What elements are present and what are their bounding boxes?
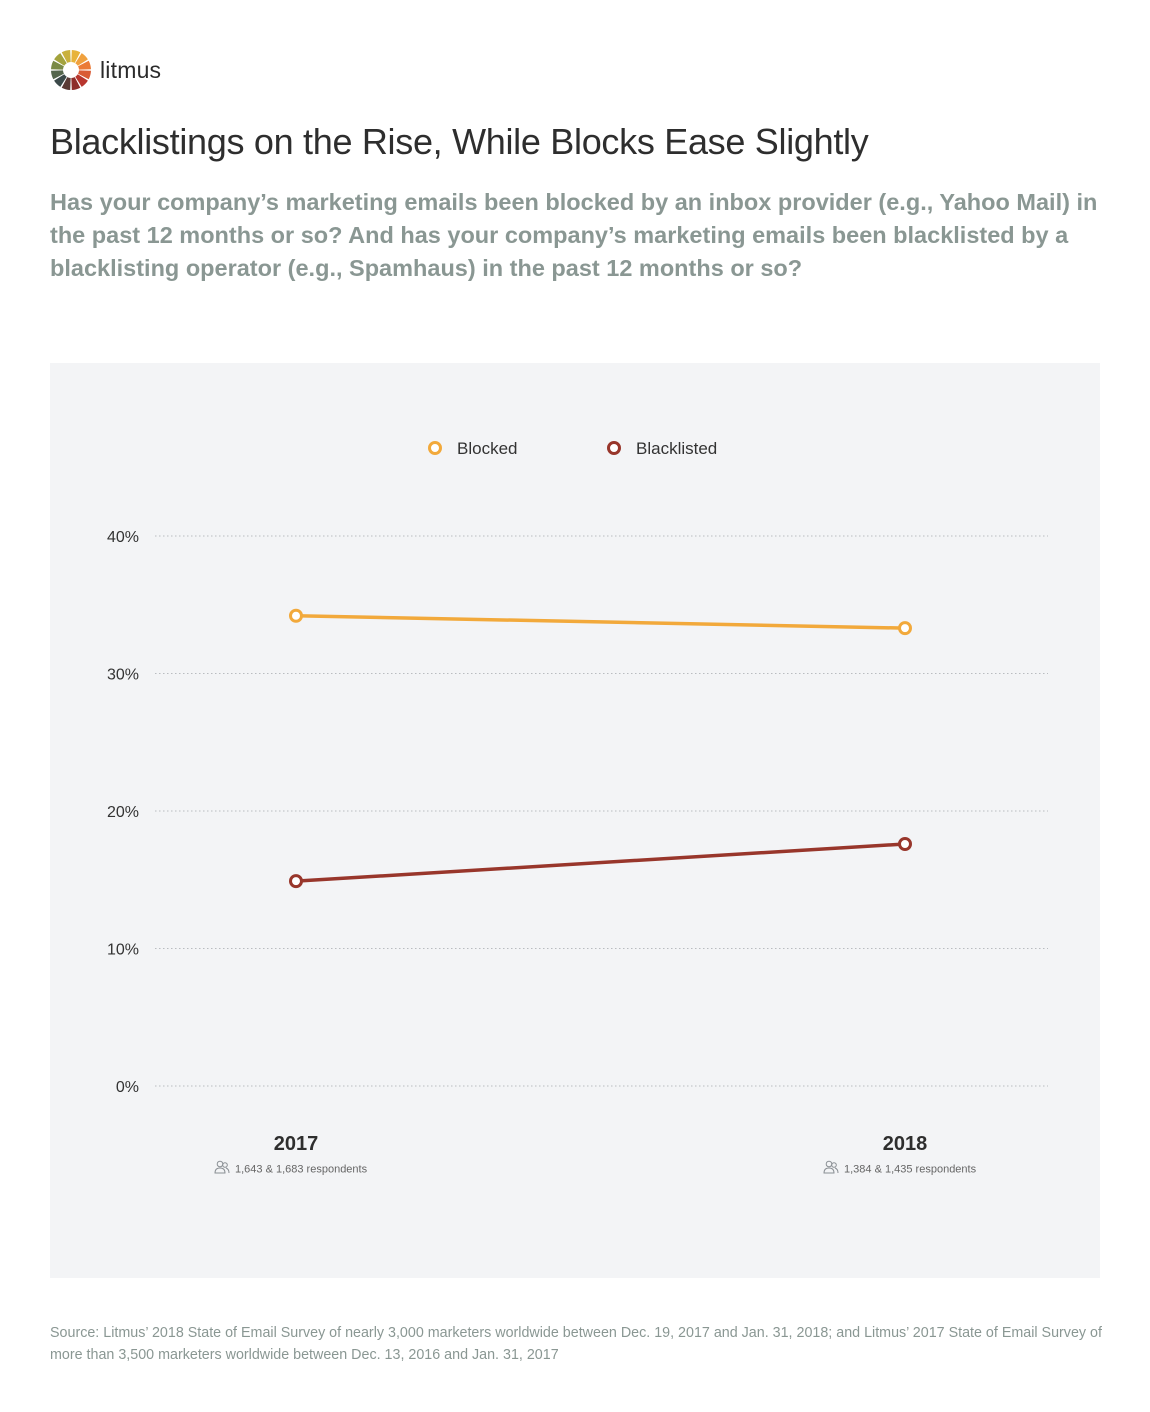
y-tick-label: 10% [107, 942, 139, 959]
logo-segment [61, 77, 71, 90]
logo-segment [51, 60, 64, 70]
respondents-note: 1,384 & 1,435 respondents [823, 1160, 977, 1176]
data-point [289, 608, 303, 623]
source-note: Source: Litmus’ 2018 State of Email Surv… [50, 1325, 1102, 1363]
y-tick-label: 20% [107, 804, 139, 821]
logo-segment [78, 70, 91, 80]
legend-label: Blacklisted [636, 439, 717, 458]
data-point [898, 621, 912, 636]
litmus-logo-icon [51, 50, 91, 90]
logo-segment [71, 77, 81, 90]
brand-name: litmus [100, 56, 162, 83]
legend-label: Blocked [457, 439, 517, 458]
series-line [295, 842, 906, 883]
respondents-label: 1,384 & 1,435 respondents [844, 1164, 977, 1176]
logo-segment [75, 53, 88, 66]
people-icon [214, 1160, 230, 1174]
chart-panel: 0% 10% 20% 30% 40% Blocked Blacklisted 2017 1,64… [50, 363, 1100, 1278]
y-tick-label: 40% [107, 529, 139, 546]
people-icon [823, 1160, 839, 1174]
litmus-logo: litmus [50, 49, 161, 91]
logo-segment [78, 60, 91, 70]
respondents-label: 1,643 & 1,683 respondents [235, 1164, 368, 1176]
data-point [898, 837, 912, 851]
logo-segment [51, 70, 64, 80]
x-category-label: 2017 [274, 1133, 319, 1155]
x-category-label: 2018 [883, 1133, 928, 1155]
data-point [289, 874, 303, 889]
logo-segment [75, 74, 88, 87]
series-line [295, 614, 906, 630]
logo-segment [54, 74, 67, 87]
legend-marker [428, 441, 442, 455]
y-tick-label: 30% [107, 667, 139, 684]
page-title: Blacklistings on the Rise, While Blocks … [50, 121, 869, 162]
logo-segment [71, 50, 81, 63]
respondents-note: 1,643 & 1,683 respondents [214, 1160, 368, 1176]
y-tick-label: 0% [116, 1079, 139, 1096]
page-subtitle: Has your company’s marketing emails been… [50, 189, 1098, 281]
logo-segment [54, 53, 67, 66]
legend-marker [607, 441, 621, 455]
line-chart: 0% 10% 20% 30% 40% Blocked Blacklisted 2017 1,64… [107, 439, 1048, 1176]
logo-segment [61, 50, 71, 63]
